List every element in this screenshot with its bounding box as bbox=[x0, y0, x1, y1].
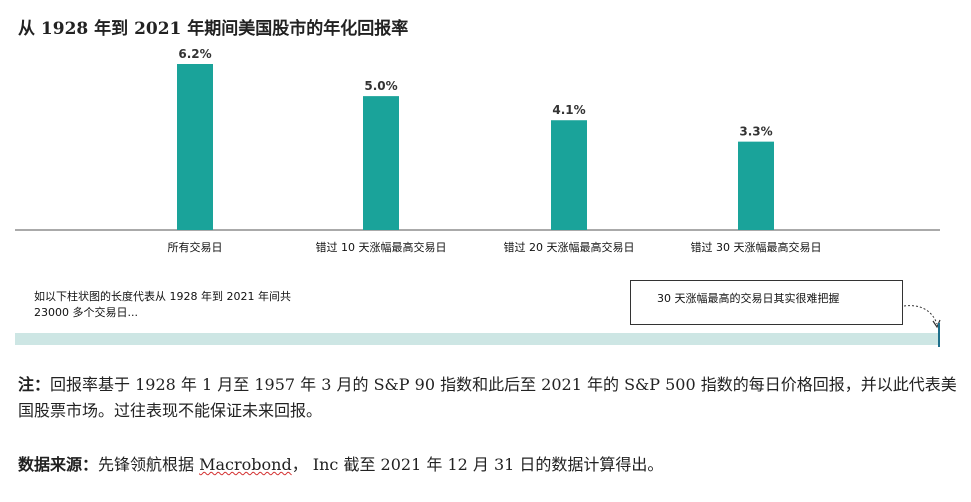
source-label: 数据来源： bbox=[18, 455, 99, 474]
callout-text: 30 天涨幅最高的交易日其实很难把握 bbox=[657, 292, 840, 305]
bar-3 bbox=[551, 120, 587, 230]
bars-group: 6.2% 所有交易日 5.0% 错过 10 天涨幅最高交易日 4.1% 错过 20 天涨幅… bbox=[168, 47, 822, 254]
bar-4 bbox=[738, 141, 774, 230]
bar-2 bbox=[363, 96, 399, 231]
source-post: ， Inc 截至 2021 年 12 月 31 日的数据计算得出。 bbox=[291, 455, 664, 474]
callout-arrow-icon bbox=[903, 305, 941, 329]
bar-1 bbox=[177, 64, 213, 230]
category-label: 错过 20 天涨幅最高交易日 bbox=[504, 240, 635, 254]
bar-value-label: 3.3% bbox=[739, 125, 772, 139]
source-company: Macrobond bbox=[199, 455, 292, 474]
callout-box: 30 天涨幅最高的交易日其实很难把握 bbox=[630, 280, 903, 325]
category-label: 所有交易日 bbox=[168, 240, 223, 254]
bar-value-label: 6.2% bbox=[178, 47, 211, 61]
timeline-note-line2: 23000 多个交易日... bbox=[34, 306, 138, 319]
timeline-end-marker bbox=[938, 323, 940, 347]
timeline-note-line1: 如以下柱状图的长度代表从 1928 年到 2021 年间共 bbox=[34, 290, 291, 303]
chart-title: 从 1928 年到 2021 年期间美国股市的年化回报率 bbox=[18, 19, 409, 39]
footnote-text: 回报率基于 1928 年 1 月至 1957 年 3 月的 S&P 90 指数和… bbox=[18, 375, 957, 420]
bar-chart: 6.2% 所有交易日 5.0% 错过 10 天涨幅最高交易日 4.1% 错过 20 天涨幅… bbox=[15, 47, 940, 254]
footnote: 注：回报率基于 1928 年 1 月至 1957 年 3 月的 S&P 90 指… bbox=[18, 372, 968, 424]
bar-value-label: 4.1% bbox=[552, 103, 585, 117]
footnote-label: 注： bbox=[18, 375, 51, 394]
timeline-note: 如以下柱状图的长度代表从 1928 年到 2021 年间共 23000 多个交易… bbox=[34, 289, 291, 321]
source-line: 数据来源：先锋领航根据 Macrobond， Inc 截至 2021 年 12 … bbox=[18, 452, 663, 478]
category-label: 错过 30 天涨幅最高交易日 bbox=[691, 240, 822, 254]
timeline-bar bbox=[15, 333, 940, 345]
bar-value-label: 5.0% bbox=[364, 79, 397, 93]
source-pre: 先锋领航根据 bbox=[98, 455, 200, 474]
category-label: 错过 10 天涨幅最高交易日 bbox=[316, 240, 447, 254]
